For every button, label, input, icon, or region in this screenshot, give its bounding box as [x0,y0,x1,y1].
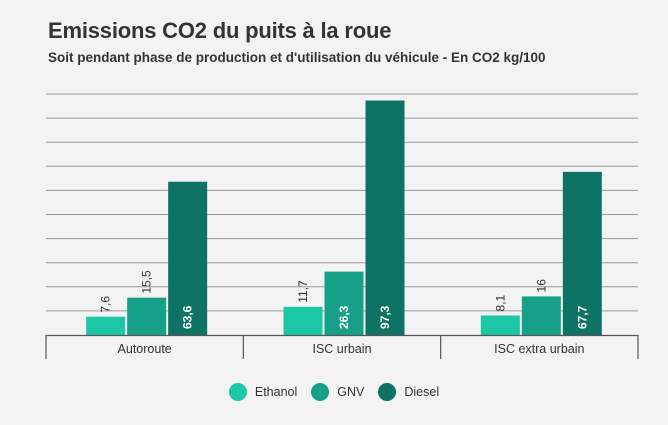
bar-gnv-0[interactable] [127,297,167,335]
data-label-ethanol-1: 11,7 [296,280,310,303]
legend: Ethanol GNV Diesel [0,383,668,401]
data-label-gnv-2: 16 [534,279,548,293]
bar-ethanol-1[interactable] [283,306,323,335]
legend-label: GNV [337,385,365,399]
bar-ethanol-0[interactable] [86,316,126,335]
legend-label: Diesel [404,385,440,399]
bar-ethanol-2[interactable] [480,315,520,335]
legend-swatch [228,383,247,401]
data-label-ethanol-2: 8,1 [493,294,507,311]
data-label-ethanol-0: 7,6 [99,296,113,313]
bar-gnv-2[interactable] [521,296,561,335]
legend-label: Ethanol [254,385,298,399]
chart-subtitle: Soit pendant phase de production et d'ut… [48,50,546,65]
data-label-diesel-1: 97,3 [378,305,392,329]
bar-diesel-0[interactable] [168,181,208,335]
data-label-gnv-1: 26,3 [337,305,351,329]
legend-item-ethanol[interactable]: Ethanol [228,383,298,401]
chart-title: Emissions CO2 du puits à la roue [48,18,392,43]
bar-diesel-1[interactable] [365,100,405,335]
data-label-diesel-0: 63,6 [181,305,195,329]
legend-item-gnv[interactable]: GNV [311,383,364,401]
legend-swatch [378,383,397,401]
data-label-diesel-2: 67,7 [575,305,589,329]
legend-swatch [311,383,330,401]
category-label: ISC urbain [312,342,371,356]
legend-item-diesel[interactable]: Diesel [378,383,439,401]
category-label: Autoroute [118,342,172,356]
bar-gnv-1[interactable] [324,271,364,335]
category-label: ISC extra urbain [494,342,584,356]
bar-diesel-2[interactable] [562,171,602,335]
data-label-gnv-0: 15,5 [140,270,154,294]
